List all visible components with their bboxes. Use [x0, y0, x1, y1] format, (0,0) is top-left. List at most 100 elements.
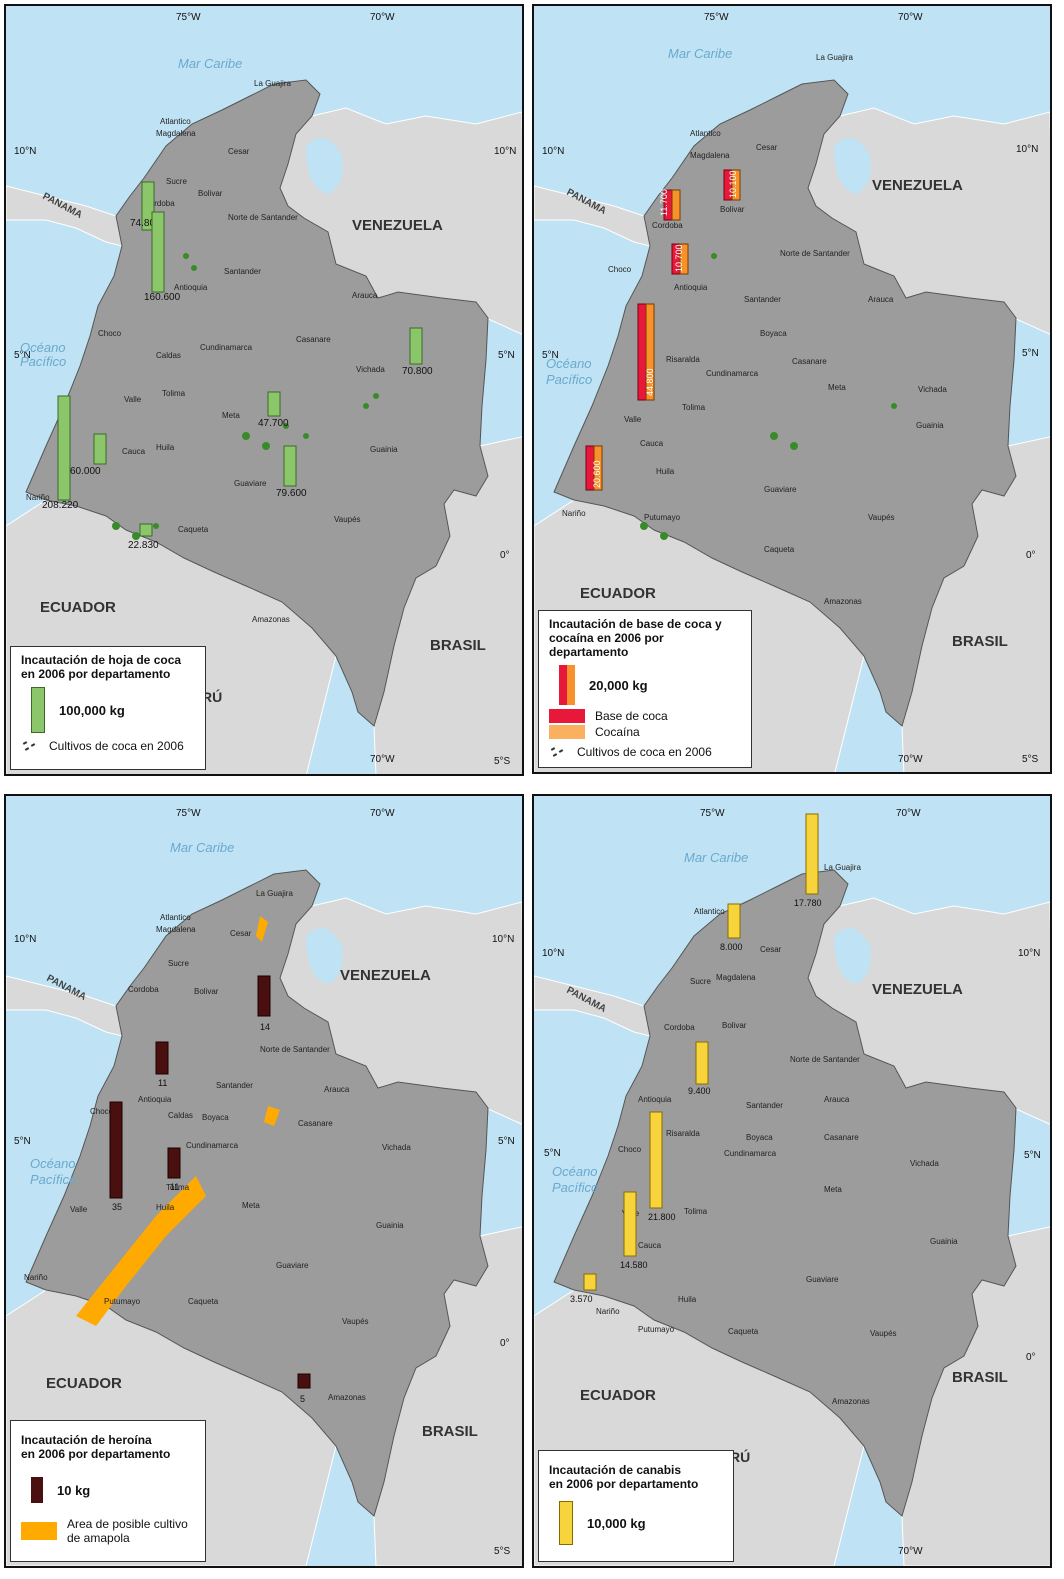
lat-5-label-right: 5°N: [498, 1136, 515, 1147]
department-labels: La Guajira Atlantico Magdalena Cesar Suc…: [24, 889, 411, 1402]
legend-scale-label: 10,000 kg: [587, 1515, 646, 1531]
dept-label: Huila: [678, 1295, 697, 1304]
oceano-label: Océano: [552, 1164, 598, 1179]
legend-title-line-1: Incautación de hoja de coca: [21, 653, 182, 667]
dept-label: Cundinamarca: [724, 1149, 777, 1158]
legend-swatch-poppy: [21, 1522, 57, 1540]
dept-label: Arauca: [324, 1085, 350, 1094]
dept-label: Caqueta: [728, 1327, 759, 1336]
value-label: 20.600: [592, 460, 602, 488]
value-label: 10.100: [728, 170, 738, 198]
dept-label: Cordoba: [664, 1023, 695, 1032]
lat-10-label: 10°N: [542, 146, 564, 157]
dept-label: Guaviare: [276, 1261, 309, 1270]
dept-label: Putumayo: [644, 513, 681, 522]
brasil-label: BRASIL: [422, 1423, 478, 1440]
bar-mark: [727, 903, 741, 939]
legend-bar-icon-cocaine: [567, 665, 575, 705]
dept-label: Valle: [70, 1205, 88, 1214]
lat-10-label: 10°N: [14, 934, 36, 945]
dept-label: Caqueta: [188, 1297, 219, 1306]
bar-mark: [671, 189, 681, 221]
legend-crop-label: Cultivos de coca en 2006: [577, 745, 712, 759]
lat-5-label-right: 5°N: [1024, 1150, 1041, 1161]
dept-label: Casanare: [296, 335, 331, 344]
dept-label: Caqueta: [764, 545, 795, 554]
dept-label: Cundinamarca: [186, 1141, 239, 1150]
dept-label: Boyaca: [760, 329, 787, 338]
oceano-label: Océano: [30, 1156, 76, 1171]
lat-5-label: 5°N: [544, 1148, 561, 1159]
brasil-label: BRASIL: [952, 633, 1008, 650]
value-label: 14: [260, 1022, 270, 1032]
lat-0-label-right: 0°: [1026, 1352, 1036, 1363]
dept-label: Tolima: [682, 403, 706, 412]
ecuador-label: ECUADOR: [580, 1387, 656, 1404]
dept-label: Valle: [624, 415, 642, 424]
coca-crop-dots: [112, 253, 379, 540]
value-label: 70.800: [402, 366, 433, 377]
value-label: 79.600: [276, 488, 307, 499]
dept-label: Antioquia: [674, 283, 708, 292]
dept-label: Amazonas: [824, 597, 862, 606]
dept-label: Norte de Santander: [790, 1055, 860, 1064]
dept-label: Huila: [656, 467, 675, 476]
map-heroin: 75°W 70°W 10°N 5°N 10°N 5°N 0° Mar Carib…: [6, 796, 522, 1566]
dept-label: Arauca: [352, 291, 378, 300]
lat-10-label: 10°N: [542, 948, 564, 959]
value-label: 22.830: [128, 540, 159, 551]
lon-70-label: 70°W: [370, 12, 395, 23]
dept-label: Putumayo: [104, 1297, 141, 1306]
dept-label: Amazonas: [252, 615, 290, 624]
legend-poppy-label-1: Area de posible cultivo: [67, 1517, 188, 1531]
pacifico-label: Pacífico: [30, 1172, 76, 1187]
lat-10-label-right: 10°N: [494, 146, 516, 157]
dept-label: Meta: [824, 1185, 842, 1194]
dept-label: Santander: [216, 1081, 253, 1090]
legend-title-line-2: en 2006 por departamento: [549, 1477, 699, 1491]
lat-10-label-right: 10°N: [1018, 948, 1040, 959]
legend-bar-icon-base: [559, 665, 567, 705]
value-label: 14.580: [620, 1260, 648, 1270]
dept-label: Valle: [124, 395, 142, 404]
dept-label: Atlantico: [160, 913, 191, 922]
dept-label: Amazonas: [832, 1397, 870, 1406]
lon-75-label: 75°W: [704, 12, 729, 23]
department-labels: La Guajira Atlantico Magdalena Cesar Bol…: [562, 53, 947, 606]
value-label: 160.600: [144, 292, 181, 303]
legend-heroin: Incautación de heroína en 2006 por depar…: [10, 1420, 206, 1562]
dept-label: La Guajira: [816, 53, 853, 62]
lat-10-label-right: 10°N: [492, 934, 514, 945]
lon-70-label: 70°W: [896, 808, 921, 819]
dept-label: Arauca: [824, 1095, 850, 1104]
dept-label: Boyaca: [202, 1113, 229, 1122]
cannabis-bars: 17.780 8.000 9.400 21.800 14.580 3.570: [570, 813, 822, 1304]
dept-label: Vichada: [918, 385, 947, 394]
bar-mark: [155, 1041, 169, 1075]
legend-title-line-2: en 2006 por departamento: [21, 1447, 171, 1461]
pacifico-label: Pacífico: [546, 372, 592, 387]
value-label: 47.700: [258, 418, 289, 429]
dept-label: Cauca: [640, 439, 664, 448]
bar-mark: [649, 1111, 663, 1209]
legend-scale-label: 100,000 kg: [59, 702, 125, 718]
dept-label: Cundinamarca: [706, 369, 759, 378]
poppy-areas: [76, 916, 280, 1326]
lon-70-bottom-label: 70°W: [370, 754, 395, 765]
bar-mark: [283, 445, 297, 487]
dept-label: Vaupés: [334, 515, 361, 524]
dept-label: Choco: [608, 265, 632, 274]
bar-mark: [679, 243, 689, 275]
legend-swatch-base: [549, 709, 585, 723]
lat-5-label-right: 5°N: [1022, 348, 1039, 359]
lon-70-bottom-label: 70°W: [898, 754, 923, 765]
bar-mark: [93, 433, 107, 465]
lon-75-label: 75°W: [700, 808, 725, 819]
dept-label: Nariño: [562, 509, 586, 518]
bar-mark: [731, 169, 741, 201]
coca-crop-dots: [640, 253, 897, 540]
mar-caribe-label: Mar Caribe: [178, 56, 242, 71]
dept-label: Santander: [744, 295, 781, 304]
bar-mark: [805, 813, 819, 895]
bar-mark: [645, 303, 655, 401]
